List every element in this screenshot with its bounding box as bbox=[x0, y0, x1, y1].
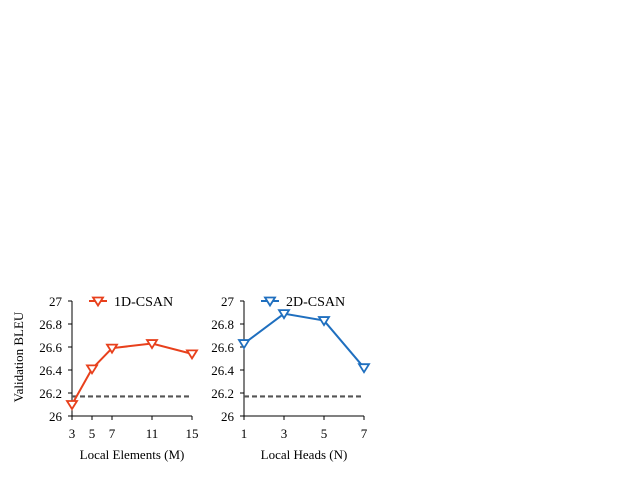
y-tick-label: 26 bbox=[221, 409, 235, 424]
data-point-marker bbox=[145, 339, 159, 350]
data-point-marker bbox=[185, 349, 199, 361]
y-tick-label: 26.2 bbox=[211, 386, 234, 401]
x-tick-label: 3 bbox=[281, 426, 288, 441]
legend-marker bbox=[263, 296, 277, 308]
x-tick-label: 7 bbox=[361, 426, 368, 441]
x-axis-label: Local Heads (N) bbox=[261, 447, 348, 462]
y-tick-label: 26.6 bbox=[211, 340, 234, 355]
y-tick-label: 26.8 bbox=[211, 317, 234, 332]
data-point-marker bbox=[65, 400, 79, 411]
x-tick-label: 5 bbox=[89, 426, 96, 441]
x-tick-label: 11 bbox=[146, 426, 159, 441]
y-tick-label: 26 bbox=[49, 409, 63, 424]
y-tick-label: 27 bbox=[49, 294, 63, 309]
x-tick-label: 1 bbox=[241, 426, 248, 441]
series-line bbox=[243, 312, 365, 369]
legend-label: 2D-CSAN bbox=[286, 295, 345, 310]
data-point-marker bbox=[357, 363, 371, 374]
y-tick-label: 26.4 bbox=[211, 363, 234, 378]
x-tick-label: 3 bbox=[69, 426, 76, 441]
x-tick-label: 7 bbox=[109, 426, 116, 441]
x-tick-label: 5 bbox=[321, 426, 328, 441]
chart-panel-2d-csan: 26 26.2 26.4 26.6 26.8 27 1 3 5 7 Local Heads (N) 2… bbox=[211, 294, 371, 462]
data-point-marker bbox=[85, 364, 99, 376]
legend-label: 1D-CSAN bbox=[114, 295, 173, 310]
y-tick-label: 26.2 bbox=[39, 386, 62, 401]
y-tick-label: 26.8 bbox=[39, 317, 62, 332]
y-tick-label: 26.6 bbox=[39, 340, 62, 355]
data-point-marker bbox=[317, 316, 331, 327]
x-axis-label: Local Elements (M) bbox=[80, 447, 185, 462]
legend-marker bbox=[91, 296, 105, 308]
y-tick-label: 26.4 bbox=[39, 363, 62, 378]
x-tick-label: 15 bbox=[186, 426, 199, 441]
data-point-marker bbox=[105, 343, 119, 355]
y-tick-label: 27 bbox=[221, 294, 235, 309]
data-point-marker bbox=[277, 309, 291, 320]
figure-y-axis-label: Validation BLEU bbox=[11, 311, 26, 402]
data-point-marker bbox=[237, 339, 251, 350]
